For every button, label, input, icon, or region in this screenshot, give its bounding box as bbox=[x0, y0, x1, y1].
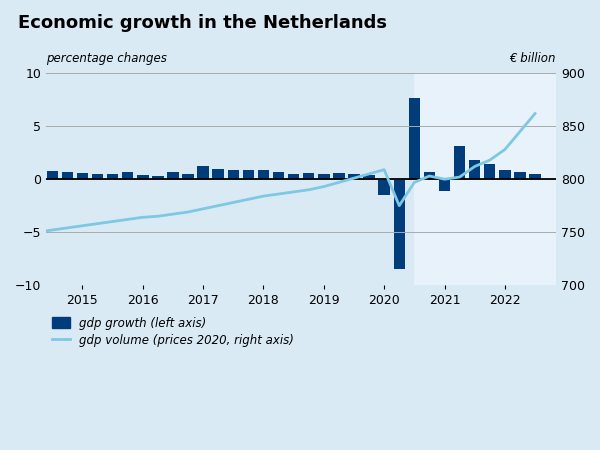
Bar bbox=[469, 160, 481, 179]
Text: € billion: € billion bbox=[509, 52, 556, 65]
Bar bbox=[499, 170, 511, 179]
Text: Economic growth in the Netherlands: Economic growth in the Netherlands bbox=[18, 14, 387, 32]
Bar bbox=[212, 169, 224, 179]
Bar bbox=[529, 174, 541, 179]
Bar bbox=[242, 170, 254, 179]
Text: percentage changes: percentage changes bbox=[46, 52, 167, 65]
Bar bbox=[333, 173, 344, 179]
Bar bbox=[454, 146, 466, 179]
Bar bbox=[62, 172, 73, 179]
Bar bbox=[197, 166, 209, 179]
Bar bbox=[92, 174, 103, 179]
Bar bbox=[47, 171, 58, 179]
Bar bbox=[318, 174, 329, 179]
Bar bbox=[288, 174, 299, 179]
Bar bbox=[439, 179, 450, 191]
Bar bbox=[137, 175, 149, 179]
Bar bbox=[409, 98, 420, 179]
Bar bbox=[514, 172, 526, 179]
Bar bbox=[348, 174, 360, 179]
Bar bbox=[182, 174, 194, 179]
Bar bbox=[379, 179, 390, 195]
Bar bbox=[394, 179, 405, 269]
Bar bbox=[77, 173, 88, 179]
Bar bbox=[415, 73, 556, 285]
Bar bbox=[152, 176, 164, 179]
Bar bbox=[122, 172, 133, 179]
Bar bbox=[424, 172, 435, 179]
Legend: gdp growth (left axis), gdp volume (prices 2020, right axis): gdp growth (left axis), gdp volume (pric… bbox=[52, 317, 294, 347]
Bar bbox=[484, 164, 496, 179]
Bar bbox=[364, 175, 375, 179]
Bar bbox=[227, 170, 239, 179]
Bar bbox=[303, 173, 314, 179]
Bar bbox=[167, 172, 179, 179]
Bar bbox=[258, 170, 269, 179]
Bar bbox=[273, 172, 284, 179]
Bar bbox=[107, 174, 118, 179]
